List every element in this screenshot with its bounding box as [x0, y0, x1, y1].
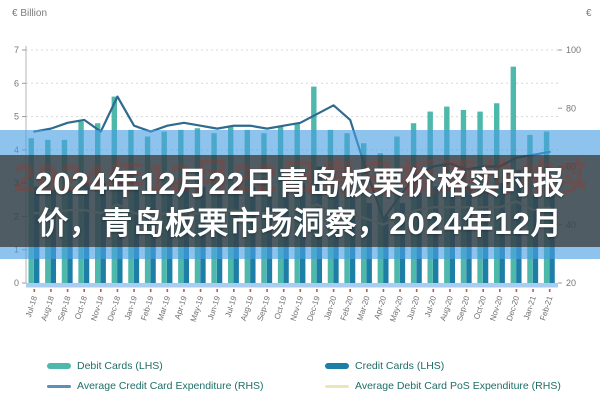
overlay-title-line2: 价，青岛板栗市场洞察，2024年12月 [37, 206, 563, 241]
svg-text:Jan-20: Jan-20 [322, 294, 338, 321]
legend-label: Debit Cards (LHS) [77, 360, 163, 372]
svg-text:Jan-21: Jan-21 [522, 294, 538, 321]
legend-item-avg-credit-expenditure: Average Credit Card Expenditure (RHS) [47, 380, 264, 392]
svg-text:Apr-20: Apr-20 [372, 294, 388, 320]
legend-label: Credit Cards (LHS) [355, 360, 445, 372]
svg-text:Oct-18: Oct-18 [73, 294, 89, 320]
overlay-title-line1: 2024年12月22日青岛板栗价格实时报 [35, 166, 565, 201]
svg-text:Oct-20: Oct-20 [472, 294, 488, 320]
svg-text:May-20: May-20 [388, 294, 405, 323]
svg-text:Oct-19: Oct-19 [273, 294, 289, 320]
overlay-stripe-bottom [0, 247, 600, 259]
svg-text:May-19: May-19 [189, 294, 206, 323]
svg-text:100: 100 [566, 45, 581, 55]
legend-label: Average Debit Card PoS Expenditure (RHS) [355, 380, 561, 392]
legend-label: Average Credit Card Expenditure (RHS) [77, 380, 264, 392]
svg-text:80: 80 [566, 103, 576, 113]
left-axis-unit-label: € Billion [12, 8, 48, 19]
credit-cards-swatch [325, 363, 349, 369]
svg-text:Jul-18: Jul-18 [24, 294, 39, 318]
svg-text:5: 5 [14, 112, 19, 122]
svg-text:Sep-20: Sep-20 [455, 294, 472, 322]
svg-text:Dec-19: Dec-19 [305, 294, 322, 322]
svg-text:Sep-19: Sep-19 [255, 294, 272, 322]
svg-text:Feb-19: Feb-19 [139, 294, 156, 321]
svg-text:7: 7 [14, 45, 19, 55]
svg-text:Dec-18: Dec-18 [106, 294, 123, 322]
svg-text:Mar-20: Mar-20 [355, 294, 372, 321]
legend-item-credit-cards: Credit Cards (LHS) [325, 360, 444, 372]
svg-text:Aug-19: Aug-19 [239, 294, 256, 322]
avg-debit-pos-expenditure-swatch [325, 384, 349, 388]
svg-text:20: 20 [566, 278, 576, 288]
svg-text:6: 6 [14, 78, 19, 88]
svg-text:Dec-20: Dec-20 [505, 294, 522, 322]
svg-text:Aug-20: Aug-20 [438, 294, 455, 322]
svg-text:Feb-20: Feb-20 [339, 294, 356, 321]
svg-text:Jun-19: Jun-19 [206, 294, 222, 321]
svg-text:Feb-21: Feb-21 [538, 294, 555, 321]
svg-text:Aug-18: Aug-18 [39, 294, 56, 322]
legend-item-avg-debit-pos-expenditure: Average Debit Card PoS Expenditure (RHS) [325, 380, 561, 392]
svg-text:Jun-20: Jun-20 [405, 294, 421, 321]
svg-text:Nov-19: Nov-19 [289, 294, 306, 322]
svg-text:Nov-20: Nov-20 [488, 294, 505, 322]
svg-text:Sep-18: Sep-18 [56, 294, 73, 322]
svg-text:0: 0 [14, 278, 19, 288]
svg-text:Apr-19: Apr-19 [173, 294, 189, 320]
svg-text:Nov-18: Nov-18 [89, 294, 106, 322]
svg-text:Jul-19: Jul-19 [223, 294, 238, 318]
debit-cards-swatch [47, 363, 71, 369]
avg-credit-expenditure-swatch [47, 384, 71, 388]
chart-legend: Debit Cards (LHS) Credit Cards (LHS) Ave… [0, 352, 600, 400]
overlay-stripe-top [0, 130, 600, 155]
svg-text:Jul-20: Jul-20 [423, 294, 438, 318]
legend-item-debit-cards: Debit Cards (LHS) [47, 360, 163, 372]
right-axis-unit-label: € [586, 8, 592, 19]
svg-text:Mar-19: Mar-19 [156, 294, 173, 321]
svg-text:Jan-19: Jan-19 [123, 294, 139, 321]
